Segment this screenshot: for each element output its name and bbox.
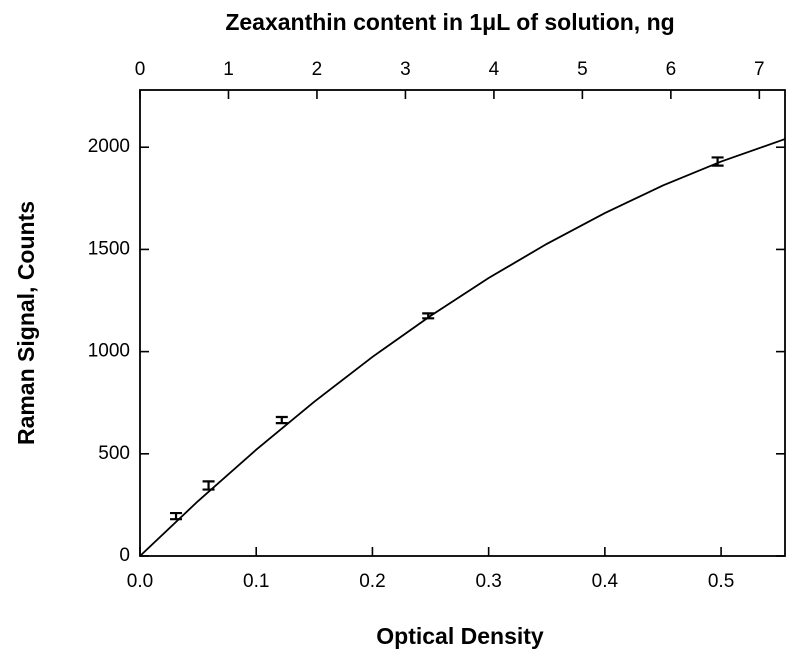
x-axis-label: Optical Density: [376, 623, 544, 649]
y-tick-label: 1500: [88, 238, 130, 259]
x-tick-label: 0.2: [359, 571, 385, 592]
x-tick-label: 0.4: [592, 571, 619, 592]
y-axis-label: Raman Signal, Counts: [13, 201, 39, 445]
chart-title: Zeaxanthin content in 1μL of solution, n…: [225, 9, 674, 35]
error-bar: [711, 156, 724, 167]
x2-tick-label: 4: [489, 59, 500, 80]
error-bar: [275, 415, 288, 425]
x-tick-label: 0.5: [708, 571, 734, 592]
x2-tick-label: 3: [400, 59, 411, 80]
x2-tick-label: 5: [577, 59, 588, 80]
plot-frame: [139, 89, 786, 557]
y-tick-label: 0: [119, 545, 130, 566]
error-bar: [170, 511, 183, 521]
y-tick-label: 1000: [88, 341, 130, 362]
x2-tick-label: 6: [666, 59, 677, 80]
x2-tick-label: 7: [754, 59, 765, 80]
x2-tick-label: 0: [135, 59, 146, 80]
fit-curve: [139, 138, 786, 557]
x2-tick-label: 2: [312, 59, 323, 80]
y-tick-label: 2000: [88, 136, 130, 157]
x-tick-label: 0.0: [127, 571, 153, 592]
error-bar: [422, 312, 435, 320]
x2-tick-label: 1: [223, 59, 234, 80]
y-tick-label: 500: [98, 443, 130, 464]
error-bar: [202, 480, 215, 491]
x-tick-label: 0.1: [243, 571, 269, 592]
x-tick-label: 0.3: [475, 571, 501, 592]
